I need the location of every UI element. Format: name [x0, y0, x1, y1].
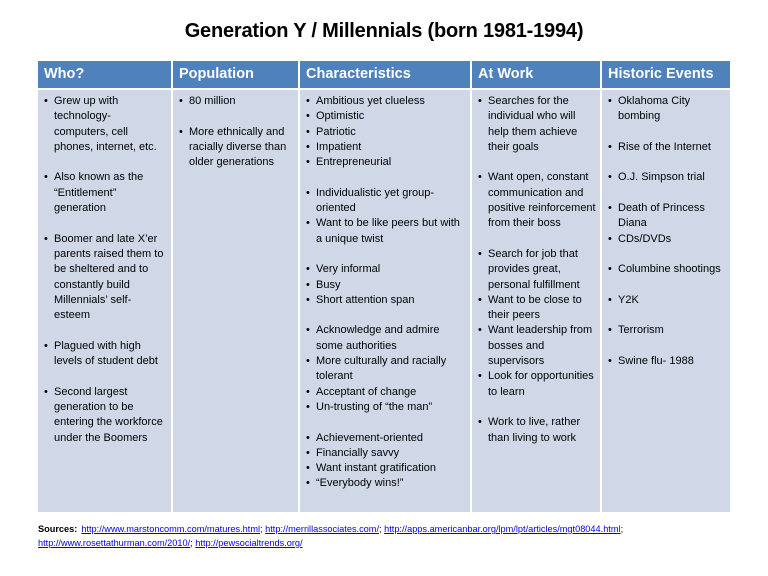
list-item: Acknowledge and admire some authorities: [304, 323, 466, 354]
list-item: Y2K: [606, 293, 726, 309]
list-item: Ambitious yet clueless: [304, 94, 466, 110]
list-item: Un-trusting of “the man”: [304, 400, 466, 416]
list-item: Look for opportunities to learn: [476, 369, 596, 400]
list-item: Busy: [304, 278, 466, 294]
list-item: More ethnically and racially diverse tha…: [177, 125, 294, 171]
source-link[interactable]: http://apps.americanbar.org/lpm/lpt/arti…: [384, 524, 621, 534]
source-separator: ;: [190, 538, 196, 548]
column-body: Searches for the individual who will hel…: [472, 90, 600, 512]
millennials-table: Who? Grew up with technology- computers,…: [38, 61, 730, 512]
sources-footer: Sources: http://www.marstoncomm.com/matur…: [38, 522, 738, 550]
column-header: At Work: [472, 61, 600, 88]
source-link[interactable]: http://merrillassociates.com/: [265, 524, 379, 534]
list-item: Second largest generation to be entering…: [42, 385, 167, 446]
column-at-work: At Work Searches for the individual who …: [472, 61, 600, 512]
sources-label: Sources:: [38, 524, 78, 534]
list-item: Want to be close to their peers: [476, 293, 596, 324]
source-separator: ;: [620, 524, 624, 534]
source-link[interactable]: http://pewsocialtrends.org/: [195, 538, 303, 548]
source-link[interactable]: http://www.rosettathurman.com/2010/: [38, 538, 191, 548]
list-item: Individualistic yet group-oriented: [304, 186, 466, 217]
list-item: Work to live, rather than living to work: [476, 415, 596, 446]
list-item: Optimistic: [304, 109, 466, 125]
column-header: Who?: [38, 61, 171, 88]
list-item: Financially savvy: [304, 446, 466, 462]
column-header: Historic Events: [602, 61, 730, 88]
list-item: Want instant gratification: [304, 461, 466, 477]
list-item: Achievement-oriented: [304, 431, 466, 447]
list-item: Want to be like peers but with a unique …: [304, 216, 466, 247]
list-item: Also known as the “Entitlement” generati…: [42, 170, 167, 216]
list-item: Want open, constant communication and po…: [476, 170, 596, 231]
page-title: Generation Y / Millennials (born 1981-19…: [184, 20, 584, 42]
list-item: Entrepreneurial: [304, 155, 466, 171]
column-historic-events: Historic Events Oklahoma City bombing Ris…: [602, 61, 730, 512]
list-item: 80 million: [177, 94, 294, 110]
list-item: O.J. Simpson trial: [606, 170, 726, 186]
column-who: Who? Grew up with technology- computers,…: [38, 61, 171, 512]
list-item: Swine flu- 1988: [606, 354, 726, 370]
list-item: More culturally and racially tolerant: [304, 354, 466, 385]
column-header: Population: [173, 61, 298, 88]
list-item: Plagued with high levels of student debt: [42, 339, 167, 370]
column-body: Grew up with technology- computers, cell…: [38, 90, 171, 512]
source-separator: ;: [379, 524, 385, 534]
list-item: Search for job that provides great, pers…: [476, 247, 596, 293]
list-item: “Everybody wins!”: [304, 476, 466, 492]
list-item: Oklahoma City bombing: [606, 94, 726, 125]
list-item: Rise of the Internet: [606, 140, 726, 156]
list-item: Terrorism: [606, 323, 726, 339]
column-header: Characteristics: [300, 61, 470, 88]
list-item: Want leadership from bosses and supervis…: [476, 323, 596, 369]
list-item: CDs/DVDs: [606, 232, 726, 248]
list-item: Searches for the individual who will hel…: [476, 94, 596, 155]
column-body: Ambitious yet cluelessOptimisticPatrioti…: [300, 90, 470, 512]
list-item: Grew up with technology- computers, cell…: [42, 94, 167, 155]
list-item: Columbine shootings: [606, 262, 726, 278]
source-separator: ;: [260, 524, 266, 534]
list-item: Very informal: [304, 262, 466, 278]
column-body: Oklahoma City bombing Rise of the Interne…: [602, 90, 730, 512]
column-population: Population 80 million More ethnically and…: [173, 61, 298, 512]
list-item: Impatient: [304, 140, 466, 156]
column-body: 80 million More ethnically and racially d…: [173, 90, 298, 512]
list-item: Short attention span: [304, 293, 466, 309]
list-item: Patriotic: [304, 125, 466, 141]
source-link[interactable]: http://www.marstoncomm.com/matures.html: [81, 524, 261, 534]
list-item: Acceptant of change: [304, 385, 466, 401]
list-item: Boomer and late X’er parents raised them…: [42, 232, 167, 324]
column-characteristics: Characteristics Ambitious yet cluelessOp…: [300, 61, 470, 512]
sources-links: http://www.marstoncomm.com/matures.html;…: [38, 524, 623, 548]
list-item: Death of Princess Diana: [606, 201, 726, 232]
